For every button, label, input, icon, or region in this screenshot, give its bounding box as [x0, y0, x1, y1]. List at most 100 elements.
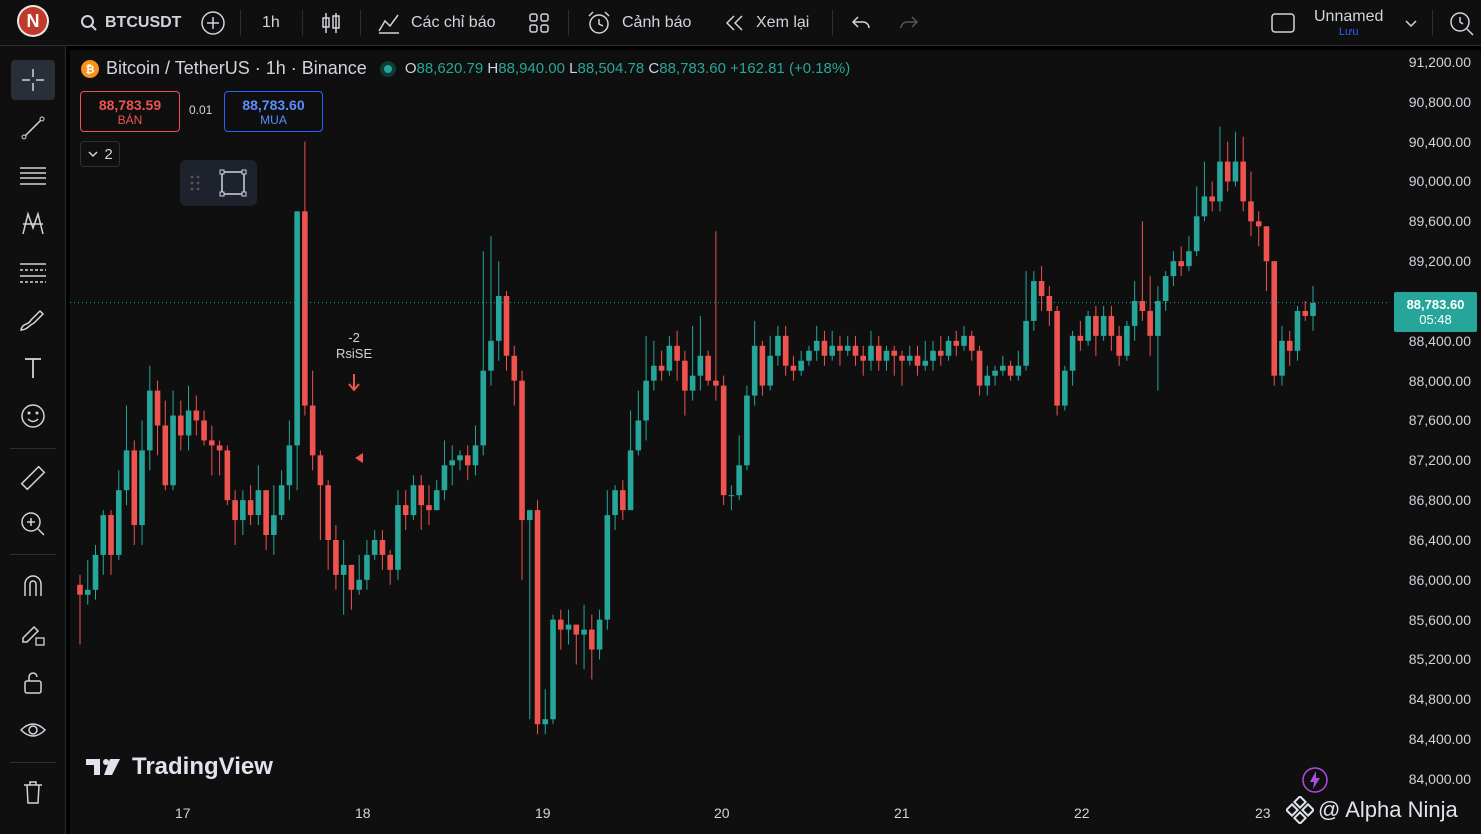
- time-axis[interactable]: 17 18 19 20 21 22 23: [70, 795, 1481, 834]
- candle-body: [441, 465, 448, 491]
- candle-body: [472, 445, 479, 466]
- interval-button[interactable]: 1h: [262, 0, 280, 46]
- candle-body: [689, 375, 696, 391]
- horizontal-lines-tool[interactable]: [11, 156, 55, 196]
- candle-body: [1224, 161, 1231, 182]
- candle-body: [340, 564, 347, 575]
- zoom-in-icon: [21, 512, 45, 536]
- sell-button[interactable]: 88,783.59 BÁN: [80, 91, 180, 132]
- candle-body: [682, 360, 688, 391]
- candle-body: [1178, 261, 1184, 267]
- trendline-tool[interactable]: [11, 108, 55, 148]
- price-axis-label: 84,000.00: [1408, 770, 1471, 787]
- hide-drawings-tool[interactable]: [11, 710, 55, 750]
- candle-body: [464, 455, 471, 466]
- layout-name-button[interactable]: Unnamed Lưu: [1314, 0, 1383, 46]
- redo-icon: [900, 16, 919, 29]
- chart-type-button[interactable]: [320, 0, 342, 46]
- floating-selection-toolbar: [180, 160, 257, 206]
- candle-body: [162, 425, 169, 486]
- candle-body: [1085, 315, 1091, 341]
- candle-body: [596, 619, 603, 650]
- magnet-tool[interactable]: [11, 566, 55, 606]
- layout-menu-button[interactable]: [1404, 0, 1418, 46]
- candle-body: [635, 420, 642, 451]
- candle-body: [92, 554, 99, 590]
- spread-value: 0.01: [189, 103, 213, 117]
- symbol-search-button[interactable]: BTCUSDT: [80, 0, 181, 46]
- candle-body: [1155, 300, 1161, 336]
- tradingview-watermark: TradingView: [84, 753, 273, 781]
- time-axis-label: 18: [355, 805, 371, 821]
- crosshair-tool[interactable]: [11, 60, 55, 100]
- candle-body: [216, 445, 223, 451]
- candle-body: [410, 485, 417, 516]
- price-axis[interactable]: 91,200.00 90,800.00 90,400.00 90,000.00 89,6…: [1390, 50, 1481, 795]
- pattern-tool[interactable]: [11, 204, 55, 244]
- rectangle-select-icon[interactable]: [218, 168, 248, 198]
- candle-body: [581, 629, 587, 635]
- candle-body: [271, 515, 277, 536]
- text-tool[interactable]: [11, 348, 55, 388]
- candle-body: [767, 355, 773, 386]
- layout-checkbox[interactable]: [1270, 0, 1296, 46]
- indicators-collapse-button[interactable]: 2: [80, 141, 120, 167]
- zoom-tool[interactable]: [11, 504, 55, 544]
- pattern-icon: [22, 211, 44, 235]
- candle-body: [1193, 216, 1200, 252]
- lightning-icon[interactable]: [1301, 766, 1329, 794]
- candle-body: [325, 485, 331, 540]
- measure-tool[interactable]: [11, 458, 55, 498]
- candle-body: [449, 460, 456, 466]
- sell-signal-arrow-icon: [348, 374, 360, 392]
- candle-body: [961, 335, 967, 346]
- candle-body: [914, 355, 921, 366]
- compare-add-button[interactable]: [200, 0, 226, 46]
- open-value: 88,620.79: [416, 60, 484, 77]
- trash-icon: [24, 781, 42, 804]
- brush-tool[interactable]: [11, 300, 55, 340]
- sell-price: 88,783.59: [98, 96, 162, 113]
- candle-body: [1255, 221, 1262, 227]
- remove-drawings-tool[interactable]: [11, 772, 55, 812]
- templates-button[interactable]: [528, 0, 550, 46]
- replay-button[interactable]: Xem lại: [724, 0, 809, 46]
- candle-body: [658, 365, 665, 371]
- candle-body: [945, 340, 952, 356]
- price-axis-label: 90,800.00: [1408, 93, 1471, 110]
- drag-handle-icon[interactable]: [190, 174, 200, 192]
- emoji-tool[interactable]: [11, 396, 55, 436]
- lock-drawing-tool[interactable]: [11, 614, 55, 654]
- alert-button[interactable]: Cảnh báo: [586, 0, 691, 46]
- candle-body: [1046, 296, 1053, 311]
- redo-button[interactable]: [898, 0, 920, 46]
- fib-tool[interactable]: [11, 252, 55, 292]
- chart-legend: ₿ Bitcoin / TetherUS · 1h · Binance O88,…: [80, 58, 850, 79]
- price-axis-label: 90,400.00: [1408, 133, 1471, 150]
- candle-body: [84, 589, 91, 595]
- candle-body: [829, 345, 835, 356]
- candle-body: [1062, 370, 1068, 406]
- lock-all-tool[interactable]: [11, 662, 55, 702]
- candle-body: [302, 211, 308, 406]
- buy-button[interactable]: 88,783.60 MUA: [224, 91, 323, 132]
- undo-button[interactable]: [850, 0, 872, 46]
- candle-body: [565, 624, 572, 630]
- change-value: +162.81 (+0.18%): [730, 60, 851, 77]
- alert-label: Cảnh báo: [622, 14, 692, 31]
- chart-pane[interactable]: [70, 50, 1390, 795]
- marker-triangle-icon: [355, 453, 363, 463]
- brush-icon: [20, 309, 45, 331]
- price-axis-label: 87,200.00: [1408, 452, 1471, 469]
- candle-body: [620, 490, 626, 511]
- time-axis-label: 22: [1074, 805, 1090, 821]
- eye-icon: [19, 723, 47, 737]
- plus-circle-icon: [201, 11, 225, 35]
- indicators-button[interactable]: Các chỉ báo: [377, 0, 496, 46]
- quick-search-button[interactable]: [1448, 0, 1474, 46]
- candle-body: [77, 584, 83, 595]
- user-avatar[interactable]: N: [17, 5, 49, 37]
- candle-body: [612, 490, 618, 516]
- candle-body: [930, 350, 936, 361]
- candle-body: [131, 450, 138, 526]
